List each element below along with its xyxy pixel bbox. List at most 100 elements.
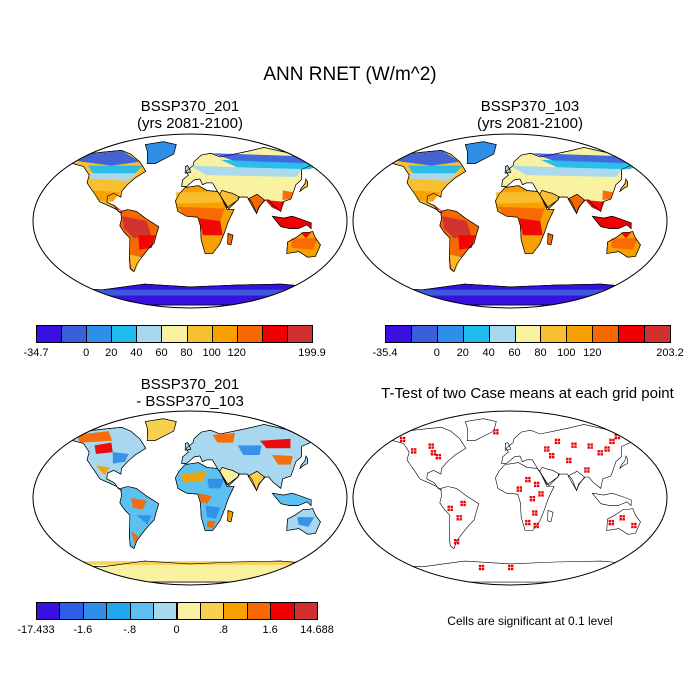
significant-cell (478, 564, 482, 568)
significant-cell (590, 443, 593, 446)
colorbar-box (270, 602, 295, 620)
significant-cell (528, 476, 531, 480)
significant-cell (456, 518, 459, 521)
significant-cell (541, 494, 544, 497)
coastline (464, 141, 497, 164)
colorbar-label: 0 (83, 347, 90, 359)
land-nz (325, 257, 339, 266)
panel-1-title: BSSP370_201 (yrs 2081-2100) (40, 98, 340, 132)
significant-cell (435, 457, 438, 460)
significant-cell (511, 567, 514, 571)
significant-cell (528, 522, 531, 526)
significant-cell (609, 441, 612, 445)
field-patch (207, 478, 225, 489)
colorbar-1: -34.7 0 20 40 60 80 100 120 199.9 (23, 325, 326, 365)
coastline (567, 193, 585, 215)
colorbar-label: .8 (218, 624, 228, 636)
significant-cell (634, 525, 637, 529)
field-patch (602, 190, 614, 200)
colorbar-box (385, 325, 412, 343)
panel-2-title: BSSP370_103 (yrs 2081-2100) (380, 98, 680, 132)
land-eurasia (501, 424, 648, 492)
significant-cell (533, 484, 537, 488)
colorbar-box (136, 325, 163, 343)
significant-cell (398, 431, 401, 434)
colorbar-label: -1.6 (73, 624, 93, 636)
significant-cell (607, 446, 610, 449)
field-patch (175, 192, 238, 204)
significant-cell (459, 515, 462, 518)
field-patch (205, 505, 221, 519)
land-uk (504, 442, 512, 451)
coastline (439, 209, 480, 273)
colorbar-label: 0 (433, 347, 440, 359)
field-patch (95, 465, 110, 476)
significant-cell (516, 489, 519, 492)
coastline (375, 283, 645, 306)
significant-cell (478, 567, 482, 571)
significant-cell (519, 486, 522, 489)
coastline (299, 455, 308, 470)
panel-3-title: BSSP370_201 - BSSP370_103 (40, 376, 340, 410)
significant-cell (435, 454, 438, 457)
colorbar-label: 40 (130, 347, 143, 359)
colorbar-box (129, 602, 155, 620)
significant-cell (549, 456, 552, 459)
significant-cell (609, 438, 612, 442)
field-patch (282, 190, 294, 200)
significant-cell (450, 505, 453, 508)
colorbar-box (261, 325, 288, 343)
land-arabia (539, 467, 560, 486)
significant-cell (622, 562, 625, 566)
coastline (55, 283, 325, 306)
significant-cell (619, 562, 622, 566)
colorbar-box (82, 602, 108, 620)
field-patch (138, 235, 156, 250)
colorbar-box (236, 325, 263, 343)
colorbar-label: 0 (173, 624, 180, 636)
field-patch (300, 232, 311, 239)
colorbar-label: 60 (508, 347, 521, 359)
significant-cell (481, 567, 485, 571)
coastline (286, 231, 321, 258)
colorbar-box (514, 325, 542, 343)
significant-cell (597, 450, 600, 453)
map-panel-4-ttest (352, 410, 668, 586)
panel-4-title: T-Test of two Case means at each grid po… (355, 385, 700, 402)
panel-2-title-line2: (yrs 2081-2100) (477, 115, 583, 132)
significant-cell (571, 445, 574, 448)
field-patch (190, 175, 297, 187)
coastline (61, 426, 147, 491)
field-patch (449, 254, 462, 271)
significant-cell (532, 513, 535, 516)
land-japan (619, 455, 628, 470)
field-patch (76, 431, 113, 443)
colorbar-box (36, 325, 63, 343)
significant-cell (614, 433, 617, 437)
coastline (501, 147, 648, 215)
significant-cell (571, 442, 574, 445)
coastline (247, 193, 265, 215)
significant-cell (574, 442, 577, 445)
colorbar-3: -17.433 -1.6 -.8 0 .8 1.6 14.688 (17, 602, 334, 642)
significant-cell (617, 436, 620, 440)
colorbar-box (111, 325, 138, 343)
map-panel-1 (32, 133, 348, 309)
coastline (504, 165, 512, 174)
significant-cell (552, 453, 555, 456)
field-patch (212, 433, 235, 443)
colorbar-label: 80 (180, 347, 193, 359)
significant-cell (600, 450, 603, 453)
field-patch (131, 531, 139, 544)
colorbar-label: -17.433 (17, 624, 55, 636)
significant-cell (402, 436, 406, 440)
land-antarctica (375, 560, 645, 583)
significant-cell (541, 491, 544, 494)
coastline (606, 231, 641, 258)
colorbar-box (176, 602, 201, 620)
significant-cell (587, 446, 590, 449)
colorbar-box (410, 325, 438, 343)
significant-cell (399, 439, 403, 443)
colorbar-box (36, 602, 61, 620)
significant-cell (566, 460, 569, 464)
